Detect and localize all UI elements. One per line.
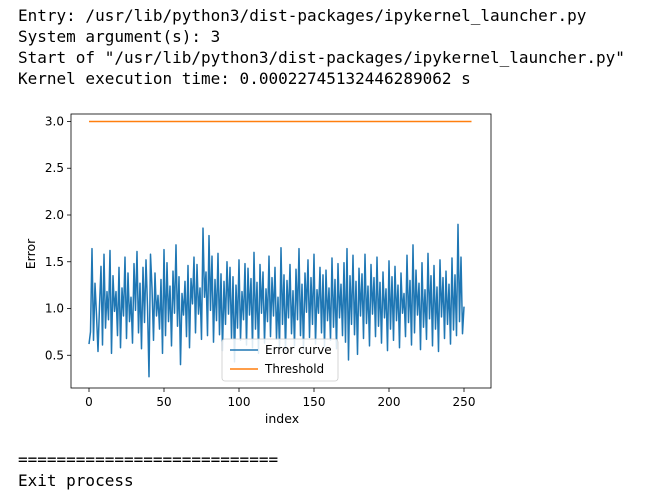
y-tick-label: 0.5 xyxy=(45,348,64,362)
x-tick-label: 250 xyxy=(453,395,476,409)
y-tick-label: 1.0 xyxy=(45,302,64,316)
axes-frame xyxy=(70,113,492,389)
x-tick-label: 100 xyxy=(228,395,251,409)
x-tick-label: 50 xyxy=(156,395,171,409)
output-args-line: System argument(s): 3 xyxy=(18,27,221,46)
x-ticks: 0 50 100 150 200 250 xyxy=(85,388,475,409)
legend: Error curve Threshold xyxy=(221,338,339,382)
output-time-line: Kernel execution time: 0.000227451324462… xyxy=(18,69,471,88)
y-tick-label: 2.5 xyxy=(45,161,64,175)
x-axis-label: index xyxy=(265,411,299,426)
y-ticks: 0.5 1.0 1.5 2.0 2.5 3.0 xyxy=(45,114,71,362)
x-tick-label: 200 xyxy=(378,395,401,409)
plot-area xyxy=(88,120,472,378)
y-tick-label: 1.5 xyxy=(45,255,64,269)
output-entry-line: Entry: /usr/lib/python3/dist-packages/ip… xyxy=(18,6,587,25)
output-separator-line: =========================== xyxy=(18,450,279,469)
legend-label-error-curve: Error curve xyxy=(265,343,332,357)
x-tick-label: 0 xyxy=(85,395,93,409)
output-start-line: Start of "/usr/lib/python3/dist-packages… xyxy=(18,48,625,67)
y-axis-label: Error xyxy=(23,238,38,269)
y-tick-label: 3.0 xyxy=(45,114,64,128)
x-tick-label: 150 xyxy=(303,395,326,409)
y-tick-label: 2.0 xyxy=(45,208,64,222)
legend-label-threshold: Threshold xyxy=(264,362,324,376)
output-exit-line: Exit process xyxy=(18,471,134,490)
